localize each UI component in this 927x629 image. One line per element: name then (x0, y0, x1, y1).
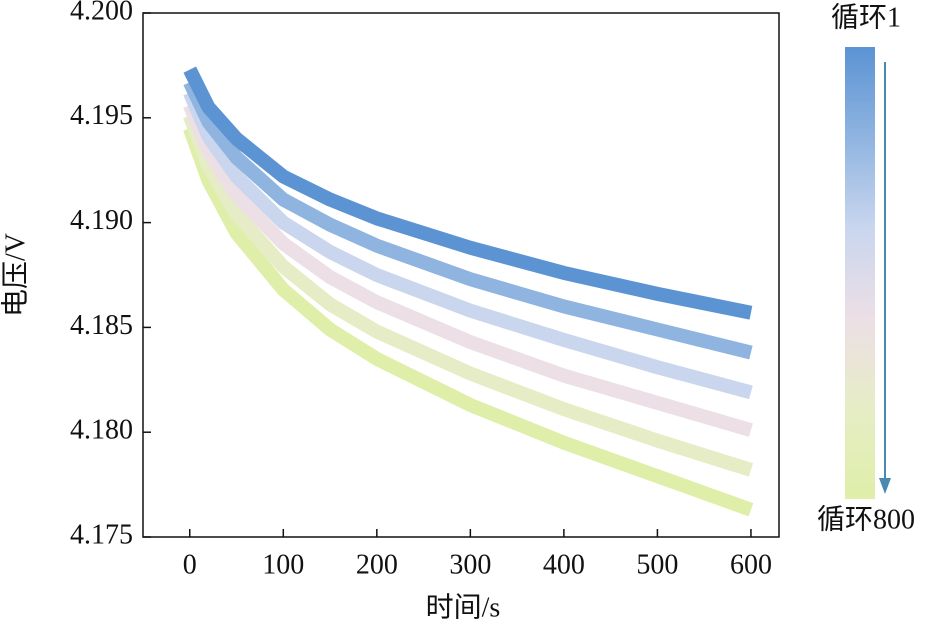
colorbar-top-label: 循环1 (831, 1, 901, 33)
colorbar (845, 47, 875, 499)
x-tick-label: 400 (543, 549, 585, 580)
x-tick-label: 0 (183, 549, 197, 580)
series-line (183, 102, 753, 437)
x-tick-label: 100 (262, 549, 304, 580)
series-line (183, 79, 753, 360)
x-tick-label: 200 (356, 549, 398, 580)
colorbar-bottom-label: 循环800 (817, 503, 915, 535)
series-line (183, 89, 753, 400)
plot-frame (142, 12, 780, 538)
colorbar-arrowhead (879, 478, 891, 494)
x-axis-label: 时间/s (426, 591, 501, 623)
series-line (183, 125, 754, 517)
y-tick-label: 4.185 (70, 310, 133, 341)
series-line (183, 113, 754, 477)
y-tick-label: 4.190 (70, 205, 133, 236)
x-tick-label: 300 (449, 549, 491, 580)
y-tick-label: 4.175 (70, 519, 133, 550)
y-axis-label: 电压/V (0, 233, 31, 317)
y-tick-label: 4.195 (70, 100, 133, 131)
x-tick-label: 500 (636, 549, 678, 580)
y-tick-label: 4.200 (70, 0, 133, 26)
series-line (183, 66, 753, 320)
x-tick-label: 600 (730, 549, 772, 580)
y-tick-label: 4.180 (70, 415, 133, 446)
